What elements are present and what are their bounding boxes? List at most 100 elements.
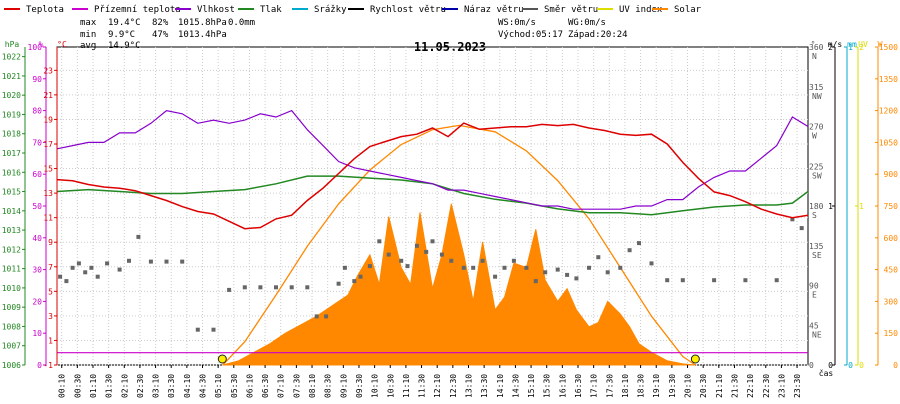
rain-axis-unit: mm — [847, 40, 857, 49]
pressure-axis-tick-label: 1010 — [2, 284, 21, 293]
wind-dir-point — [305, 285, 310, 290]
solar-axis-tick-label: 750 — [884, 202, 899, 211]
humidity-axis-tick-label: 40 — [32, 234, 42, 243]
humidity-axis-tick-label: 70 — [32, 138, 42, 147]
legend-label: Náraz větru — [464, 5, 524, 15]
wind-dir-point — [324, 314, 329, 319]
x-axis-unit: čas — [819, 368, 834, 378]
pressure-axis-tick-label: 1009 — [2, 303, 21, 312]
x-tick-label: 00:10 — [58, 374, 67, 398]
wind-dir-point — [524, 265, 529, 270]
wind-dir-point — [70, 265, 75, 270]
wind-dir-tick-label: 360 — [809, 43, 824, 52]
temperature-axis-tick-label: 11 — [43, 214, 53, 223]
stats-block: max 19.4°C 82% 1015.8hPa 0.0mm min 9.9°C… — [80, 18, 255, 51]
pressure-axis-tick-label: 1015 — [2, 188, 21, 197]
x-tick-label: 12:10 — [433, 374, 442, 398]
wind-direction-series — [58, 217, 804, 332]
solar-axis-tick-label: 150 — [884, 329, 899, 338]
temperature-axis-tick-label: 13 — [43, 189, 53, 198]
wind-dir-tick-label: 45 — [809, 321, 819, 330]
x-tick-label: 08:10 — [308, 374, 317, 398]
wind-dir-point — [502, 265, 507, 270]
wind-dir-point — [289, 285, 294, 290]
wind-dir-compass-label: E — [812, 291, 817, 300]
x-tick-label: 09:30 — [355, 374, 364, 398]
wind-dir-point — [665, 278, 670, 283]
wind-dir-compass-label: SW — [812, 171, 822, 180]
wind-dir-point — [649, 261, 654, 266]
pressure-axis-tick-label: 1007 — [2, 342, 21, 351]
wind-dir-point — [336, 281, 341, 286]
solar-axis-tick-label: 1200 — [879, 107, 898, 116]
wind-dir-point — [95, 274, 100, 279]
temperature-axis-tick-label: -1 — [43, 361, 53, 370]
x-tick-label: 16:30 — [574, 374, 583, 398]
stat-max-press: 1015.8hPa — [178, 18, 227, 28]
x-tick-label: 19:30 — [668, 374, 677, 398]
pressure-axis-unit: hPa — [5, 40, 20, 49]
wind-dir-tick-label: 180 — [809, 202, 824, 211]
x-tick-label: 06:10 — [245, 374, 254, 398]
humidity-axis-tick-label: 50 — [32, 202, 42, 211]
wind-dir-point — [117, 267, 122, 272]
x-tick-label: 21:30 — [730, 374, 739, 398]
wind-dir-point — [195, 327, 200, 332]
humidity-axis-tick-label: 10 — [32, 329, 42, 338]
x-tick-label: 22:30 — [762, 374, 771, 398]
sun-markers — [217, 354, 700, 364]
wind-dir-point — [58, 274, 63, 279]
pressure-axis-tick-label: 1016 — [2, 168, 21, 177]
solar-axis-unit: W — [878, 40, 883, 49]
x-axis-ticks: 00:10 00:30 01:10 01:30 02:10 02:30 03:10 03:30… — [58, 365, 834, 398]
humidity-axis-tick-label: 20 — [32, 297, 42, 306]
x-tick-label: 22:10 — [746, 374, 755, 398]
x-tick-label: 14:10 — [496, 374, 505, 398]
wind-dir-compass-label: N — [812, 52, 817, 61]
wind-dir-point — [480, 258, 485, 263]
info-wg: WG:0m/s — [568, 18, 606, 28]
x-tick-label: 08:30 — [324, 374, 333, 398]
legend-label: Směr větru — [544, 5, 598, 15]
x-tick-label: 06:30 — [261, 374, 270, 398]
solar-axis-tick-label: 1350 — [879, 75, 898, 84]
solar-axis-tick-label: 1500 — [879, 43, 898, 52]
x-tick-label: 09:10 — [339, 374, 348, 398]
wind-dir-compass-label: NW — [812, 92, 822, 101]
humidity-line — [56, 109, 809, 210]
legend-label: Přízemní teplota — [94, 5, 181, 15]
pressure-axis-tick-label: 1021 — [2, 72, 21, 81]
wind-dir-point — [627, 248, 632, 253]
temperature-axis-tick-label: 5 — [48, 287, 53, 296]
wind-dir-point — [533, 279, 538, 284]
wind-speed-axis-tick-label: 2 — [828, 43, 833, 52]
pressure-axis-tick-label: 1018 — [2, 130, 21, 139]
pressure-line — [56, 175, 809, 216]
legend-label: Solar — [674, 5, 702, 15]
solar-axis-tick-label: 0 — [893, 361, 898, 370]
x-tick-label: 02:30 — [136, 374, 145, 398]
wind-dir-point — [555, 267, 560, 272]
wind-speed-axis-unit: m/s — [828, 40, 843, 49]
legend-label: Tlak — [260, 5, 282, 15]
wind-dir-point — [314, 314, 319, 319]
x-tick-label: 05:30 — [230, 374, 239, 398]
pressure-axis-tick-label: 1014 — [2, 207, 21, 216]
stat-max-temp: 19.4°C — [108, 18, 141, 28]
temperature-axis-tick-label: 3 — [48, 312, 53, 321]
x-tick-label: 19:10 — [652, 374, 661, 398]
x-tick-label: 21:10 — [715, 374, 724, 398]
wind-dir-point — [574, 276, 579, 281]
temperature-axis-tick-label: 21 — [43, 91, 53, 100]
temperature-axis-tick-label: 7 — [48, 263, 53, 272]
temperature-series — [56, 122, 809, 230]
x-tick-label: 12:30 — [449, 374, 458, 398]
uv-axis-unit: UV — [858, 40, 868, 49]
x-tick-label: 18:10 — [621, 374, 630, 398]
x-tick-label: 01:10 — [89, 374, 98, 398]
humidity-axis-tick-label: 100 — [28, 43, 43, 52]
wind-dir-compass-label: S — [812, 211, 817, 220]
wind-dir-point — [105, 261, 110, 266]
wind-dir-tick-label: 270 — [809, 123, 824, 132]
stat-avg-temp: 14.9°C — [108, 41, 141, 51]
